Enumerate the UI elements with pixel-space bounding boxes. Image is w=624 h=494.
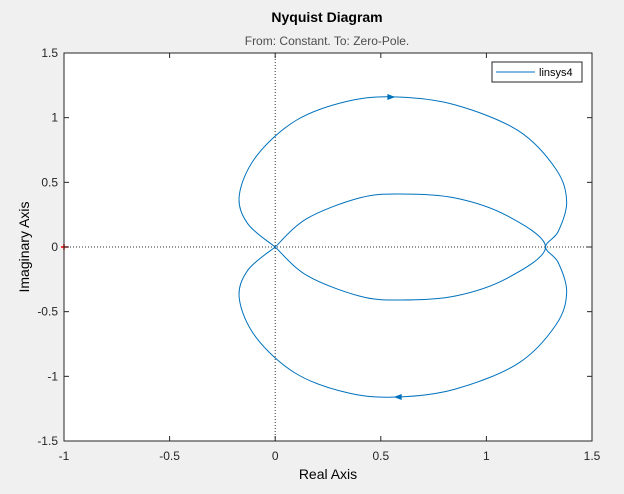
direction-arrows	[387, 93, 402, 401]
chart-title: Nyquist Diagram	[271, 9, 382, 25]
x-tick-label: 1	[483, 449, 490, 463]
nyquist-curve	[238, 96, 568, 398]
x-tick-label: -1	[59, 449, 70, 463]
axis-ticks: -1 -0.5 0 0.5 1 1.5-1.5-1-0.500.511.5	[37, 46, 600, 463]
x-tick-label: -0.5	[159, 449, 180, 463]
y-tick-label: 0.5	[41, 175, 58, 189]
y-tick-label: 0	[51, 240, 58, 254]
direction-arrow-2	[393, 394, 402, 401]
y-axis-label: Imaginary Axis	[16, 201, 32, 292]
x-tick-label: 0.5	[372, 449, 389, 463]
y-tick-label: 1.5	[41, 46, 58, 60]
nyquist-inner-loop	[274, 193, 547, 301]
x-tick-label: 0	[272, 449, 279, 463]
legend-box	[491, 61, 583, 83]
direction-arrow-1	[387, 93, 396, 100]
y-tick-label: -0.5	[37, 305, 58, 319]
y-tick-label: -1.5	[37, 434, 58, 448]
x-axis-label: Real Axis	[299, 466, 357, 482]
legend-label: linsys4	[539, 67, 573, 79]
y-tick-label: 1	[51, 111, 58, 125]
x-tick-label: 1.5	[584, 449, 601, 463]
y-tick-label: -1	[47, 369, 58, 383]
zero-lines	[64, 53, 592, 441]
legend[interactable]: linsys4	[491, 61, 583, 83]
chart-subtitle: From: Constant. To: Zero-Pole.	[245, 34, 410, 48]
